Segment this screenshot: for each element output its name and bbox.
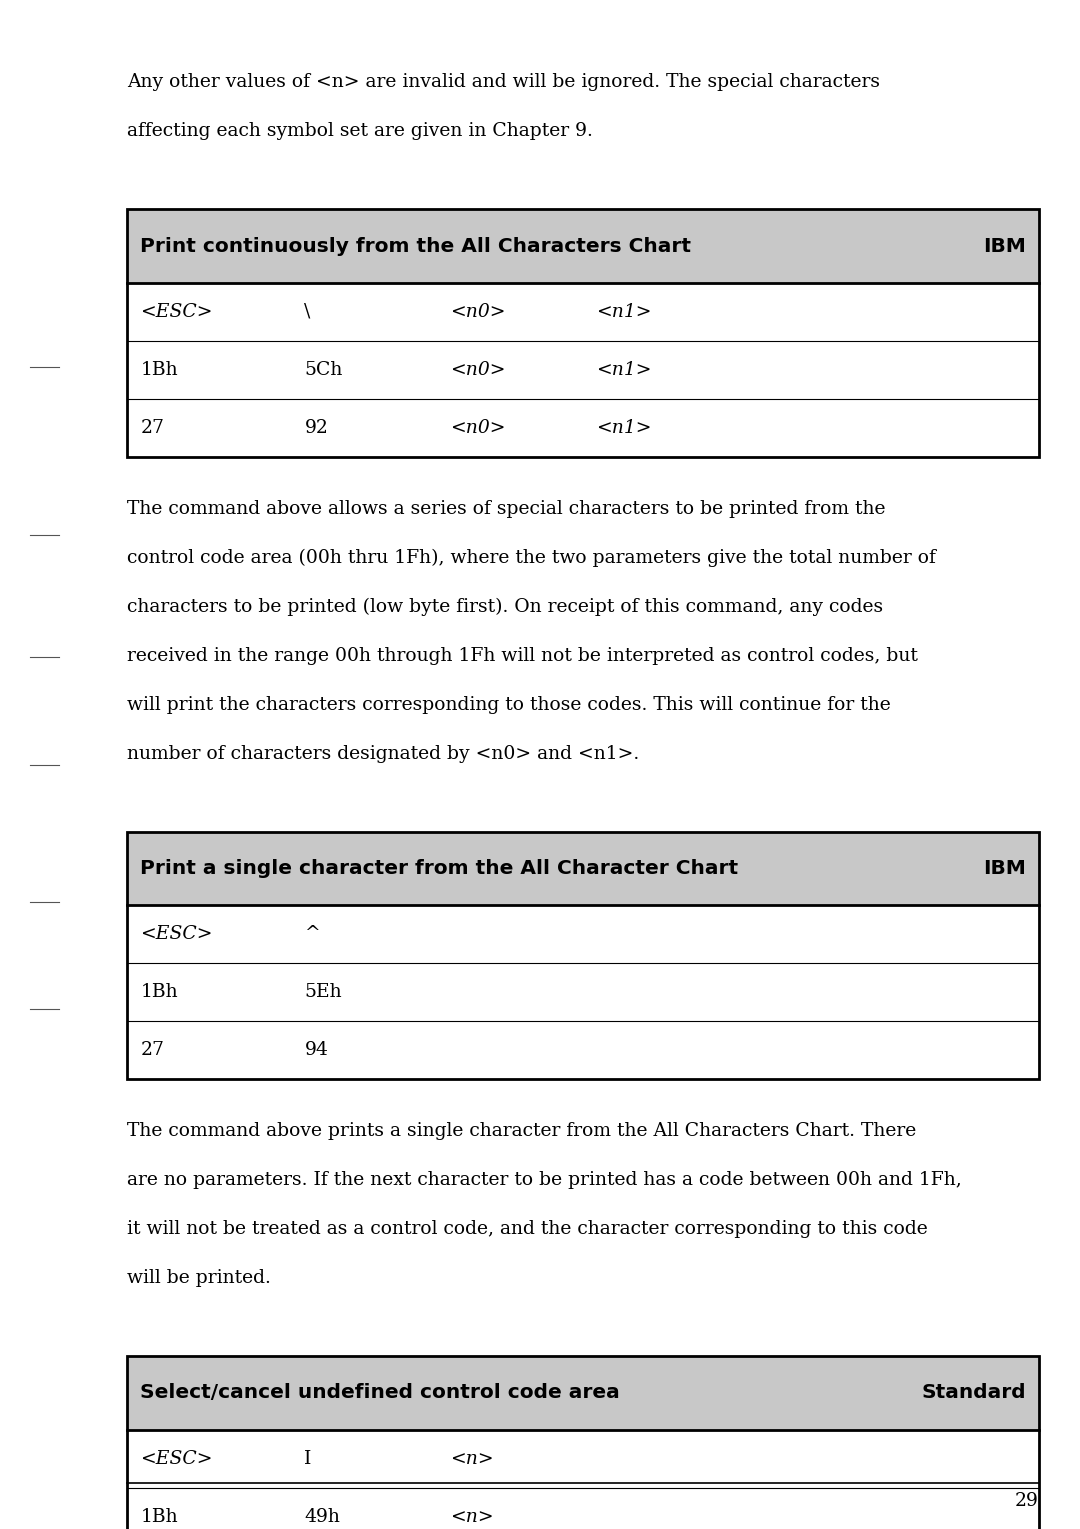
Text: will be printed.: will be printed.: [127, 1269, 271, 1287]
Text: <ESC>: <ESC>: [140, 303, 213, 321]
Text: Select/cancel undefined control code area: Select/cancel undefined control code are…: [140, 1384, 620, 1402]
Text: 92: 92: [305, 419, 328, 437]
Text: <n0>: <n0>: [450, 419, 505, 437]
Text: characters to be printed (low byte first). On receipt of this command, any codes: characters to be printed (low byte first…: [127, 598, 883, 616]
Text: I: I: [305, 1449, 312, 1468]
Text: The command above prints a single character from the All Characters Chart. There: The command above prints a single charac…: [127, 1122, 917, 1141]
Bar: [127, 209, 1039, 283]
Text: <n>: <n>: [450, 1449, 494, 1468]
Text: 94: 94: [305, 1041, 328, 1060]
Text: received in the range 00h through 1Fh will not be interpreted as control codes, : received in the range 00h through 1Fh wi…: [127, 647, 918, 665]
Text: number of characters designated by <n0> and <n1>.: number of characters designated by <n0> …: [127, 745, 639, 763]
Text: The command above allows a series of special characters to be printed from the: The command above allows a series of spe…: [127, 500, 886, 518]
Text: <n1>: <n1>: [596, 303, 651, 321]
Text: 1Bh: 1Bh: [140, 361, 178, 379]
Bar: [127, 209, 1039, 457]
Text: it will not be treated as a control code, and the character corresponding to thi: it will not be treated as a control code…: [127, 1220, 928, 1238]
Text: 1Bh: 1Bh: [140, 983, 178, 1001]
Text: Standard: Standard: [921, 1384, 1026, 1402]
Text: IBM: IBM: [983, 859, 1026, 878]
Bar: [127, 1356, 1039, 1430]
Text: are no parameters. If the next character to be printed has a code between 00h an: are no parameters. If the next character…: [127, 1171, 962, 1190]
Bar: [127, 832, 1039, 1079]
Text: Print continuously from the All Characters Chart: Print continuously from the All Characte…: [140, 237, 691, 255]
Text: <n>: <n>: [450, 1508, 494, 1526]
Text: 5Eh: 5Eh: [305, 983, 342, 1001]
Text: 27: 27: [140, 1041, 164, 1060]
Text: control code area (00h thru 1Fh), where the two parameters give the total number: control code area (00h thru 1Fh), where …: [127, 549, 936, 567]
Text: 27: 27: [140, 419, 164, 437]
Text: will print the characters corresponding to those codes. This will continue for t: will print the characters corresponding …: [127, 696, 891, 714]
Text: <ESC>: <ESC>: [140, 1449, 213, 1468]
Text: Print a single character from the All Character Chart: Print a single character from the All Ch…: [140, 859, 739, 878]
Text: Any other values of <n> are invalid and will be ignored. The special characters: Any other values of <n> are invalid and …: [127, 73, 880, 92]
Text: 5Ch: 5Ch: [305, 361, 342, 379]
Text: <n0>: <n0>: [450, 303, 505, 321]
Text: <ESC>: <ESC>: [140, 925, 213, 943]
Text: 29: 29: [1015, 1492, 1039, 1511]
Text: IBM: IBM: [983, 237, 1026, 255]
Text: <n1>: <n1>: [596, 361, 651, 379]
Bar: [127, 1356, 1039, 1529]
Text: ^: ^: [305, 925, 321, 943]
Bar: [127, 832, 1039, 905]
Text: affecting each symbol set are given in Chapter 9.: affecting each symbol set are given in C…: [127, 122, 593, 141]
Text: <n1>: <n1>: [596, 419, 651, 437]
Text: 1Bh: 1Bh: [140, 1508, 178, 1526]
Text: <n0>: <n0>: [450, 361, 505, 379]
Text: 49h: 49h: [305, 1508, 340, 1526]
Text: \: \: [305, 303, 311, 321]
